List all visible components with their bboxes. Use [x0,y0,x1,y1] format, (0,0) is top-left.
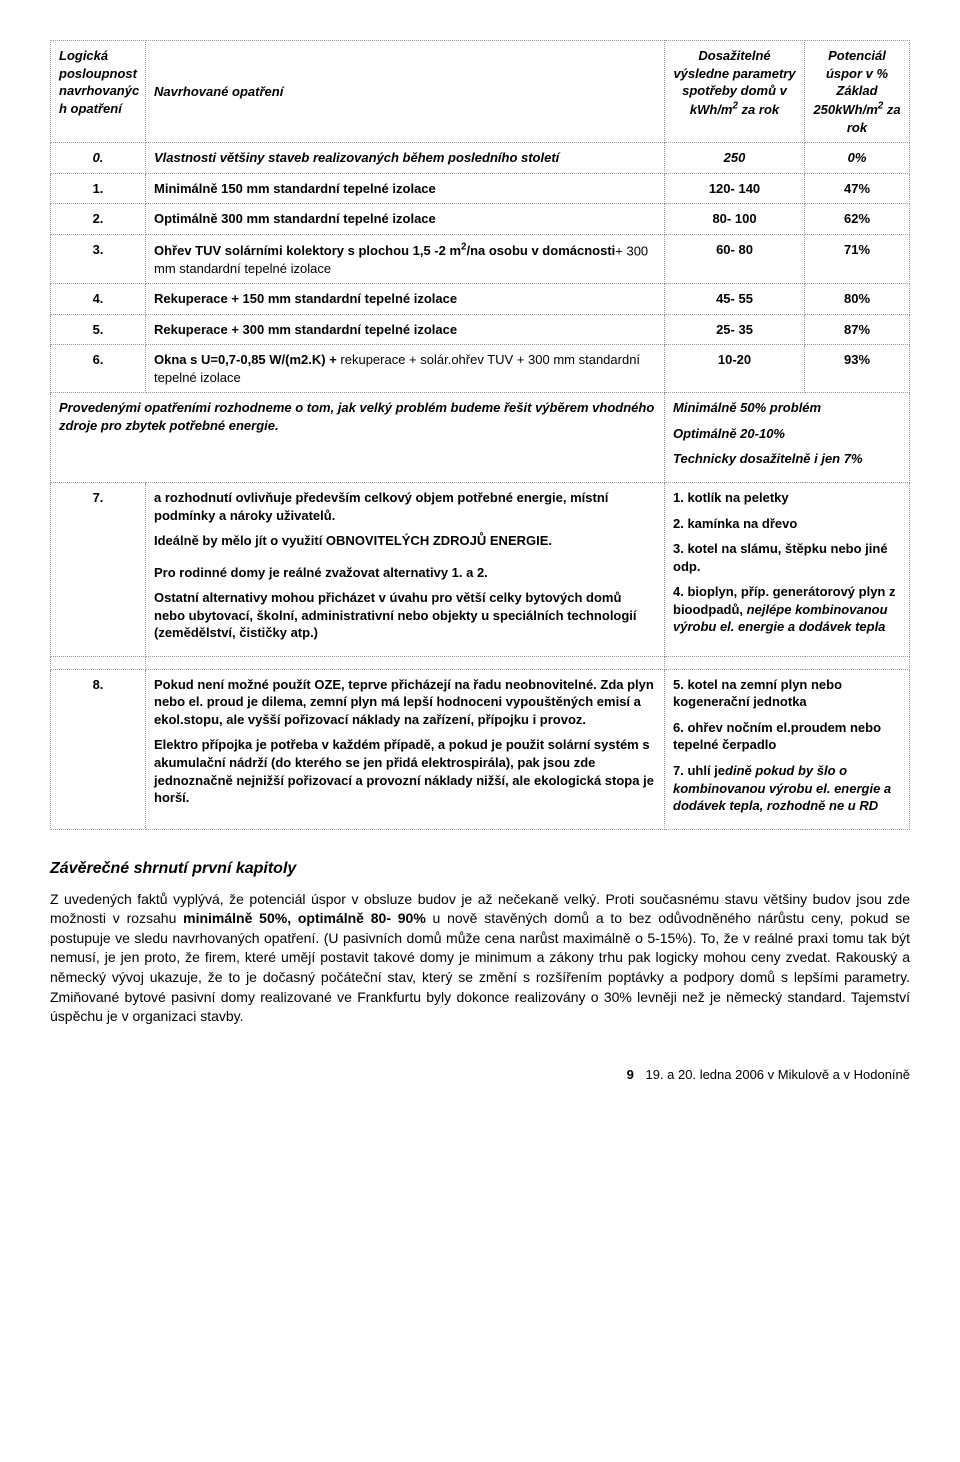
footer-text: 19. a 20. ledna 2006 v Mikulově a v Hodo… [645,1067,910,1082]
row-percent: 80% [805,284,910,315]
header-col0: Logická posloupnost navrhovanýc h opatře… [51,41,146,143]
row-number: 6. [51,345,146,393]
row-number: 4. [51,284,146,315]
summary-title: Závěrečné shrnutí první kapitoly [50,860,910,878]
table-header-row: Logická posloupnost navrhovanýc h opatře… [51,41,910,143]
row-text: Rekuperace + 150 mm standardní tepelné i… [146,284,665,315]
row-number: 2. [51,204,146,235]
row-value: 45- 55 [665,284,805,315]
row-value: 60- 80 [665,234,805,283]
note-row: Provedenými opatřeními rozhodneme o tom,… [51,393,910,483]
row-right: 1. kotlík na peletky 2. kamínka na dřevo… [665,482,910,656]
row-right [665,656,910,669]
table-row: 6. Okna s U=0,7-0,85 W/(m2.K) + rekupera… [51,345,910,393]
table-row: 3. Ohřev TUV solárními kolektory s ploch… [51,234,910,283]
row-text: Vlastnosti většiny staveb realizovaných … [146,143,665,174]
table-row: 2. Optimálně 300 mm standardní tepelné i… [51,204,910,235]
row-percent: 47% [805,173,910,204]
row-number: 8. [51,669,146,829]
row-number: 0. [51,143,146,174]
row-percent: 93% [805,345,910,393]
page-number: 9 [627,1067,634,1082]
row-text: Ohřev TUV solárními kolektory s plochou … [146,234,665,283]
row-number: 7. [51,482,146,656]
page-footer: 9 19. a 20. ledna 2006 v Mikulově a v Ho… [50,1067,910,1082]
row-text: a rozhodnutí ovlivňuje především celkový… [146,482,665,656]
row-text [146,656,665,669]
table-row: 1. Minimálně 150 mm standardní tepelné i… [51,173,910,204]
table-row [51,656,910,669]
table-row: 5. Rekuperace + 300 mm standardní tepeln… [51,314,910,345]
row-value: 10-20 [665,345,805,393]
row-number [51,656,146,669]
row-text: Minimálně 150 mm standardní tepelné izol… [146,173,665,204]
header-col1: Navrhované opatření [146,41,665,143]
row-value: 80- 100 [665,204,805,235]
row-percent: 62% [805,204,910,235]
measures-table: Logická posloupnost navrhovanýc h opatře… [50,40,910,830]
row-text: Rekuperace + 300 mm standardní tepelné i… [146,314,665,345]
summary-text: Z uvedených faktů vyplývá, že potenciál … [50,890,910,1027]
table-row: 0. Vlastnosti většiny staveb realizovaný… [51,143,910,174]
row-percent: 87% [805,314,910,345]
note-left: Provedenými opatřeními rozhodneme o tom,… [51,393,665,483]
row-value: 120- 140 [665,173,805,204]
row-number: 3. [51,234,146,283]
row-value: 250 [665,143,805,174]
row-right: 5. kotel na zemní plyn nebo kogenerační … [665,669,910,829]
row-percent: 0% [805,143,910,174]
table-row: 8. Pokud není možné použít OZE, teprve p… [51,669,910,829]
row-number: 1. [51,173,146,204]
row-text: Optimálně 300 mm standardní tepelné izol… [146,204,665,235]
note-right: Minimálně 50% problém Optimálně 20-10% T… [665,393,910,483]
table-row: 4. Rekuperace + 150 mm standardní tepeln… [51,284,910,315]
header-col2: Dosažitelné výsledne parametry spotřeby … [665,41,805,143]
row-percent: 71% [805,234,910,283]
row-text: Pokud není možné použít OZE, teprve přic… [146,669,665,829]
header-col3: Potenciál úspor v % Základ 250kWh/m2 za … [805,41,910,143]
row-number: 5. [51,314,146,345]
row-text: Okna s U=0,7-0,85 W/(m2.K) + rekuperace … [146,345,665,393]
row-value: 25- 35 [665,314,805,345]
table-row: 7. a rozhodnutí ovlivňuje především celk… [51,482,910,656]
